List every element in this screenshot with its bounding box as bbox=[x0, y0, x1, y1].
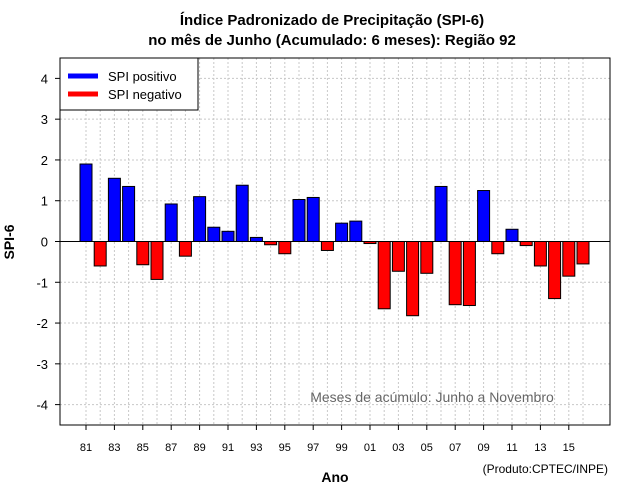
y-tick-label: 4 bbox=[41, 71, 48, 86]
bar-04 bbox=[406, 241, 420, 317]
bar-06 bbox=[434, 185, 448, 242]
bars bbox=[79, 163, 590, 317]
y-tick-label: -2 bbox=[36, 316, 48, 331]
bar-88 bbox=[178, 241, 192, 257]
bar-01 bbox=[363, 241, 377, 245]
plot-frame bbox=[59, 57, 611, 426]
chart-subtitle: no mês de Junho (Acumulado: 6 meses): Re… bbox=[148, 32, 516, 49]
bar-89 bbox=[193, 196, 207, 242]
x-tick-label: 09 bbox=[477, 442, 489, 454]
x-tick-label: 03 bbox=[392, 442, 404, 454]
bar-13 bbox=[533, 241, 547, 267]
bar-95 bbox=[278, 241, 292, 255]
bar-86 bbox=[150, 241, 164, 280]
bar-05 bbox=[420, 241, 434, 274]
x-tick-label: 91 bbox=[222, 442, 234, 454]
bar-81 bbox=[79, 163, 93, 242]
y-tick-label: 1 bbox=[41, 194, 48, 209]
bar-14 bbox=[548, 241, 562, 300]
x-tick-label: 07 bbox=[449, 442, 461, 454]
bar-99 bbox=[335, 222, 349, 242]
x-tick-label: 13 bbox=[534, 442, 546, 454]
bar-00 bbox=[349, 220, 363, 243]
x-tick-label: 99 bbox=[335, 442, 347, 454]
x-tick-label: 97 bbox=[307, 442, 319, 454]
x-tick-label: 05 bbox=[421, 442, 433, 454]
bar-87 bbox=[164, 203, 178, 243]
bar-83 bbox=[107, 177, 121, 243]
y-tick-label: 0 bbox=[41, 235, 48, 250]
chart-title: Índice Padronizado de Precipitação (SPI-… bbox=[180, 12, 484, 29]
x-tick-label: 87 bbox=[165, 442, 177, 454]
bar-09 bbox=[477, 190, 491, 242]
y-tick-label: 2 bbox=[41, 153, 48, 168]
legend-label-negative: SPI negativo bbox=[108, 87, 182, 102]
bar-12 bbox=[519, 241, 533, 247]
x-tick-label: 11 bbox=[506, 442, 517, 454]
bar-91 bbox=[221, 230, 235, 243]
bar-92 bbox=[235, 184, 249, 243]
x-tick-label: 83 bbox=[108, 442, 120, 454]
x-axis-title: Ano bbox=[321, 469, 348, 485]
x-tick-label: 93 bbox=[250, 442, 262, 454]
y-tick-label: -1 bbox=[36, 275, 48, 290]
bar-11 bbox=[505, 228, 519, 242]
bar-97 bbox=[306, 196, 320, 243]
bar-84 bbox=[122, 185, 136, 242]
bar-02 bbox=[377, 241, 391, 310]
legend: SPI positivo SPI negativo bbox=[59, 57, 199, 111]
y-tick-label: -3 bbox=[36, 357, 48, 372]
bar-08 bbox=[462, 241, 476, 307]
x-tick-label: 95 bbox=[279, 442, 291, 454]
bar-85 bbox=[136, 241, 150, 266]
product-credit: (Produto:CPTEC/INPE) bbox=[483, 462, 608, 476]
x-axis: 81 83 85 87 89 91 93 95 97 99 01 03 05 07 09 11 13 15 bbox=[80, 425, 575, 454]
bar-15 bbox=[562, 241, 576, 277]
legend-label-positive: SPI positivo bbox=[108, 69, 177, 84]
y-axis: -4 -3 -2 -1 0 1 2 3 4 bbox=[36, 71, 60, 413]
x-tick-label: 85 bbox=[137, 442, 149, 454]
y-axis-title: SPI-6 bbox=[1, 224, 17, 259]
bar-98 bbox=[320, 241, 334, 251]
bar-16 bbox=[576, 241, 590, 265]
x-tick-label: 15 bbox=[563, 442, 575, 454]
bar-82 bbox=[93, 241, 107, 267]
legend-box bbox=[59, 57, 199, 111]
x-tick-label: 89 bbox=[193, 442, 205, 454]
x-tick-label: 01 bbox=[364, 442, 376, 454]
bar-93 bbox=[249, 236, 263, 243]
y-tick-label: -4 bbox=[36, 398, 48, 413]
bar-10 bbox=[491, 241, 505, 255]
bar-90 bbox=[207, 226, 221, 243]
grid bbox=[60, 58, 610, 425]
accumulation-note: Meses de acúmulo: Junho a Novembro bbox=[310, 389, 554, 405]
x-tick-label: 81 bbox=[80, 442, 92, 454]
y-tick-label: 3 bbox=[41, 112, 48, 127]
bar-96 bbox=[292, 198, 306, 242]
bar-03 bbox=[391, 241, 405, 272]
bar-94 bbox=[264, 241, 278, 246]
bar-07 bbox=[448, 241, 462, 306]
